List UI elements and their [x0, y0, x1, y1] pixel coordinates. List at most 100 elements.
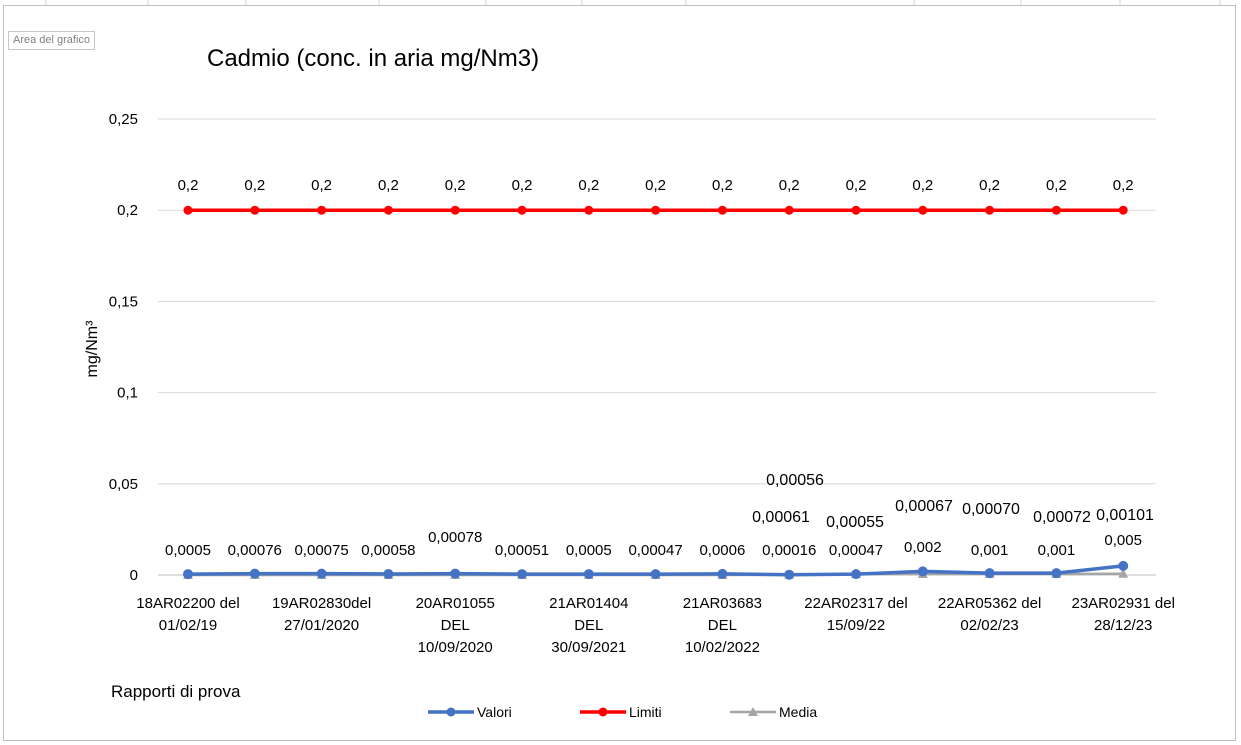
point-valori: [316, 568, 327, 579]
x-tick-label: 18AR02200 del 01/02/19: [136, 595, 239, 634]
point-limiti: [784, 205, 794, 215]
y-tick-label: 0,1: [117, 385, 138, 402]
data-label-limiti: 0,2: [712, 177, 733, 194]
data-label-limiti: 0,2: [979, 177, 1000, 194]
x-tick-label: 23AR02931 del 28/12/23: [1071, 595, 1174, 634]
x-tick-label: 20AR01055 DEL 10/09/2020: [416, 595, 495, 656]
y-tick-labels: 0 0,05 0,1 0,15 0,2 0,25: [109, 111, 138, 584]
point-valori: [784, 569, 795, 580]
legend-item-valori[interactable]: Valori: [428, 704, 512, 720]
point-limiti: [250, 205, 260, 215]
point-valori: [650, 569, 661, 580]
y-tick-label: 0,15: [109, 293, 138, 310]
legend[interactable]: Valori Limiti Media: [428, 704, 817, 720]
data-label-valori: 0,00047: [628, 542, 682, 559]
point-media: [1118, 568, 1129, 578]
point-valori: [450, 568, 461, 579]
point-valori: [984, 568, 995, 579]
data-label-media: 0,00072: [1033, 509, 1091, 526]
data-label-valori: 0,00016: [762, 542, 816, 559]
data-label-valori: 0,001: [971, 542, 1009, 559]
point-limiti: [1051, 205, 1061, 215]
x-tick-label: 22AR05362 del 02/02/23: [938, 595, 1041, 634]
data-label-limiti: 0,2: [1046, 177, 1067, 194]
legend-label: Limiti: [629, 704, 662, 720]
data-label-valori: 0,00058: [361, 542, 415, 559]
data-label-valori: 0,0006: [699, 542, 745, 559]
x-tick-label: 22AR02317 del 15/09/22: [804, 595, 907, 634]
point-limiti: [450, 205, 460, 215]
data-label-valori: 0,002: [904, 539, 942, 556]
point-valori: [183, 569, 193, 580]
data-label-limiti: 0,2: [178, 177, 199, 194]
point-limiti: [317, 205, 327, 215]
data-label-media: 0,00056: [766, 472, 824, 489]
data-label-limiti: 0,2: [846, 177, 867, 194]
point-limiti: [183, 205, 193, 215]
point-valori: [717, 568, 728, 579]
data-label-valori: 0,00078: [428, 529, 482, 546]
chart-title: Cadmio (conc. in aria mg/Nm3): [207, 45, 539, 72]
y-tick-label: 0,2: [117, 202, 138, 219]
data-label-valori: 0,00076: [228, 542, 282, 559]
chart-area-tooltip: Area del grafico: [8, 31, 96, 50]
data-label-limiti: 0,2: [1113, 177, 1134, 194]
series-lines: [183, 205, 1129, 580]
point-valori: [917, 566, 928, 577]
point-limiti: [717, 205, 727, 215]
point-valori: [249, 568, 260, 579]
legend-label: Valori: [477, 704, 512, 720]
point-limiti: [517, 205, 527, 215]
point-valori: [383, 568, 394, 579]
x-tick-label: 19AR02830del 27/01/2020: [272, 595, 371, 634]
data-label-limiti: 0,2: [445, 177, 466, 194]
data-label-media: 0,00055: [826, 514, 884, 531]
legend-item-media[interactable]: Media: [730, 704, 817, 720]
data-label-media: 0,00101: [1096, 507, 1154, 524]
point-valori: [583, 569, 594, 580]
point-limiti: [383, 205, 393, 215]
data-label-valori: 0,005: [1104, 532, 1142, 549]
chart-area[interactable]: [3, 5, 1236, 741]
data-label-valori: 0,00075: [294, 542, 348, 559]
data-label-valori: 0,0005: [566, 542, 612, 559]
point-limiti: [584, 205, 594, 215]
data-label-media: 0,00067: [895, 498, 953, 515]
data-label-valori: 0,0005: [165, 542, 211, 559]
data-label-limiti: 0,2: [378, 177, 399, 194]
data-label-limiti: 0,2: [311, 177, 332, 194]
data-label-media: 0,00070: [962, 501, 1020, 518]
data-label-limiti: 0,2: [912, 177, 933, 194]
y-tick-label: 0,05: [109, 476, 138, 493]
point-limiti: [651, 205, 661, 215]
point-limiti: [985, 205, 995, 215]
legend-marker: [598, 707, 608, 717]
data-labels: 0,2 0,2 0,2 0,2 0,2 0,2 0,2 0,2 0,2 0,2 0,2 0,2 0,2 0…: [165, 177, 1154, 559]
y-tick-label: 0,25: [109, 111, 138, 128]
x-tick-label: 21AR01404 DEL 30/09/2021: [549, 595, 628, 656]
x-axis-title: Rapporti di prova: [111, 682, 241, 701]
point-valori: [517, 569, 527, 580]
point-valori: [1118, 560, 1129, 571]
legend-marker: [446, 707, 456, 717]
y-tick-label: 0: [130, 567, 138, 584]
legend-marker: [748, 707, 758, 716]
x-tick-labels: 18AR02200 del 01/02/19 19AR02830del 27/01/2…: [136, 595, 1175, 656]
data-label-valori: 0,00047: [829, 542, 883, 559]
data-label-limiti: 0,2: [244, 177, 265, 194]
point-limiti: [1118, 205, 1128, 215]
point-limiti: [918, 205, 928, 215]
point-valori: [1051, 568, 1062, 579]
point-limiti: [851, 205, 861, 215]
data-label-limiti: 0,2: [779, 177, 800, 194]
data-label-valori: 0,001: [1038, 542, 1076, 559]
y-axis-title: mg/Nm³: [84, 320, 101, 378]
data-label-limiti: 0,2: [645, 177, 666, 194]
legend-item-limiti[interactable]: Limiti: [580, 704, 662, 720]
data-label-limiti: 0,2: [578, 177, 599, 194]
point-valori: [851, 569, 861, 580]
data-label-valori: 0,00051: [495, 542, 549, 559]
data-label-limiti: 0,2: [512, 177, 533, 194]
x-tick-label: 21AR03683 DEL 10/02/2022: [683, 595, 762, 656]
